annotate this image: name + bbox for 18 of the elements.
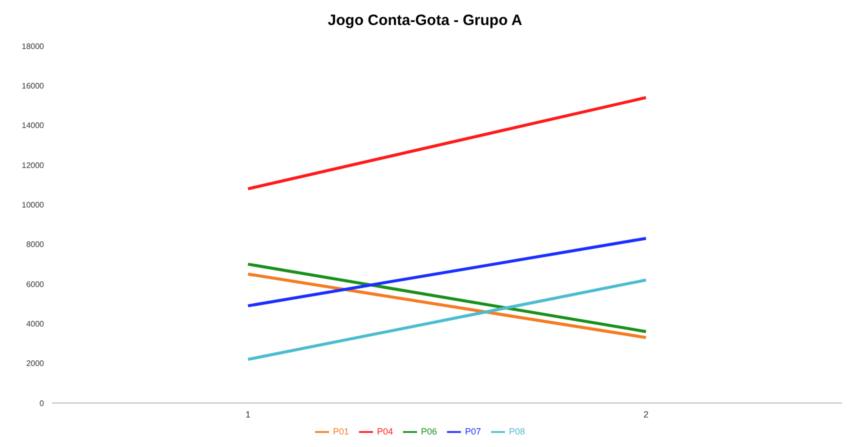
legend-label: P04 bbox=[376, 426, 393, 436]
legend-label: P01 bbox=[332, 426, 349, 436]
y-tick-label: 4000 bbox=[26, 320, 45, 329]
y-tick-label: 2000 bbox=[26, 359, 45, 368]
chart-title: Jogo Conta-Gota - Grupo A bbox=[326, 11, 524, 31]
legend-label: P07 bbox=[465, 426, 482, 436]
y-tick-label: 6000 bbox=[26, 280, 45, 289]
y-tick-label: 0 bbox=[40, 398, 45, 408]
y-tick-label: 18000 bbox=[22, 42, 45, 51]
y-tick-label: 10000 bbox=[22, 200, 45, 210]
y-tick-label: 12000 bbox=[22, 160, 45, 170]
x-tick-label: 2 bbox=[643, 409, 649, 420]
y-tick-label: 14000 bbox=[22, 121, 45, 130]
x-tick-label: 1 bbox=[245, 409, 251, 420]
y-tick-label: 8000 bbox=[26, 240, 45, 250]
legend-label: P06 bbox=[420, 426, 437, 436]
legend-label: P08 bbox=[509, 426, 526, 436]
y-tick-label: 16000 bbox=[22, 82, 45, 91]
